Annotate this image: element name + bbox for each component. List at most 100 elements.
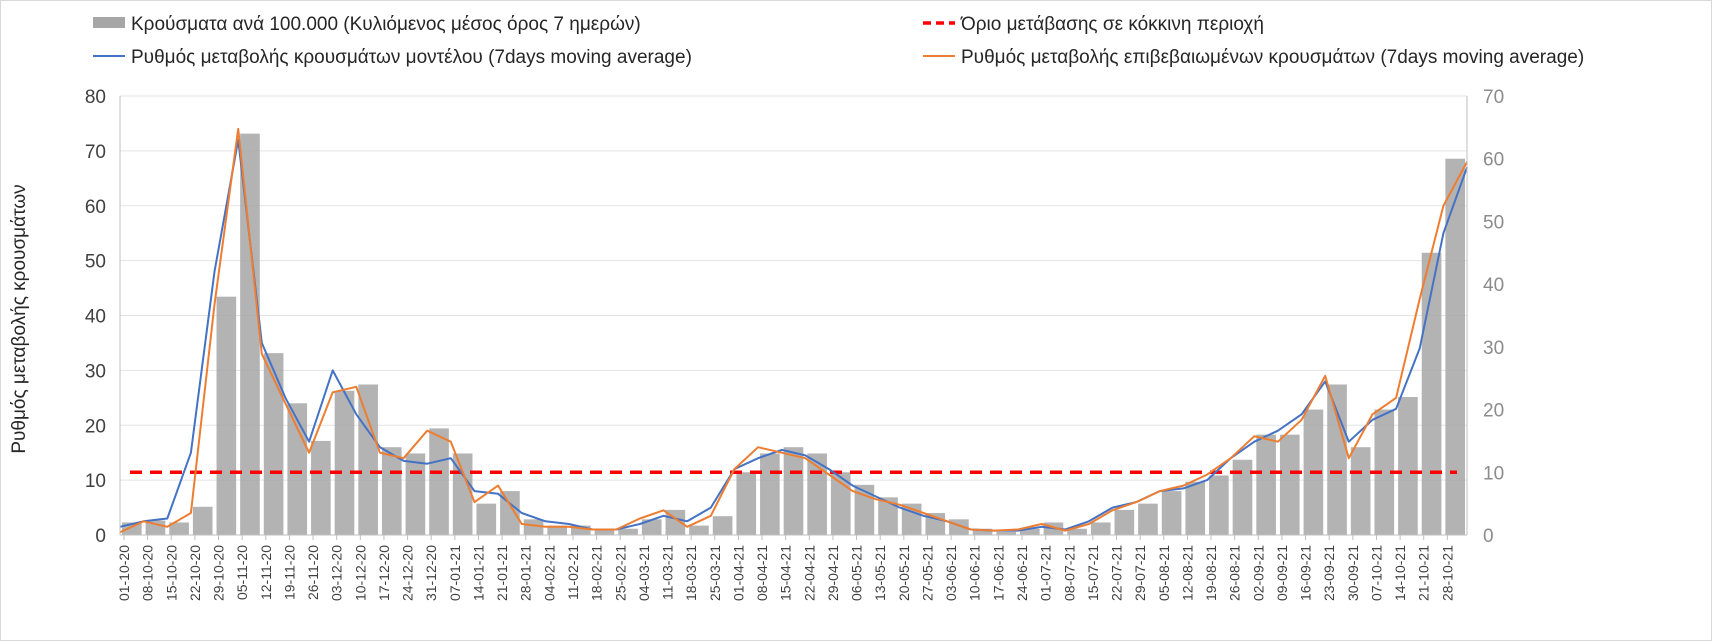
x-tick-label: 23-09-21 bbox=[1321, 545, 1337, 601]
axes: 0 10 20 30 40 50 60 70 80 0 10 20 30 40 50 60 70 01-10-20… bbox=[85, 87, 1504, 601]
x-tick-label: 10-12-20 bbox=[352, 545, 368, 601]
x-tick-label: 18-03-21 bbox=[683, 545, 699, 601]
legend-swatch-bars bbox=[93, 17, 125, 28]
y-left-tick-label: 50 bbox=[85, 252, 106, 273]
bar bbox=[405, 453, 426, 535]
x-tick-label: 21-01-21 bbox=[494, 545, 510, 601]
bar bbox=[1161, 491, 1182, 535]
bar bbox=[1374, 409, 1395, 535]
x-tick-label: 01-10-20 bbox=[116, 545, 132, 601]
legend: Κρούσματα ανά 100.000 (Κυλιόμενος μέσος … bbox=[93, 14, 1584, 68]
confirmed-line bbox=[119, 127, 1468, 534]
y-left-tick-label: 10 bbox=[85, 471, 106, 492]
bar bbox=[594, 528, 615, 535]
bar bbox=[760, 453, 780, 535]
bar bbox=[618, 528, 638, 535]
x-tick-label: 25-02-21 bbox=[612, 545, 628, 601]
bar bbox=[1138, 503, 1158, 535]
x-tick-label: 01-04-21 bbox=[730, 545, 746, 601]
bar bbox=[192, 506, 213, 535]
x-tick-label: 10-06-21 bbox=[967, 545, 983, 601]
x-tick-label: 16-09-21 bbox=[1298, 545, 1314, 601]
y-right-tick-label: 0 bbox=[1483, 526, 1494, 547]
x-tick-label: 05-08-21 bbox=[1156, 545, 1172, 601]
y-left-tick-label: 80 bbox=[85, 87, 106, 108]
bar bbox=[311, 440, 331, 535]
y-right-tick-label: 50 bbox=[1483, 212, 1504, 233]
x-tick-label: 17-06-21 bbox=[990, 545, 1006, 601]
bar bbox=[216, 296, 237, 535]
x-tick-label: 15-10-20 bbox=[163, 545, 179, 601]
y-left-tick-label: 0 bbox=[95, 526, 106, 547]
y-left-tick-label: 60 bbox=[85, 197, 106, 218]
y-right-tick-label: 40 bbox=[1483, 275, 1504, 296]
bar bbox=[240, 133, 260, 535]
bar bbox=[689, 525, 709, 535]
gridlines bbox=[120, 95, 1467, 481]
x-tick-label: 19-08-21 bbox=[1203, 545, 1219, 601]
x-tick-label: 29-07-21 bbox=[1132, 545, 1148, 601]
y-right-tick-label: 60 bbox=[1483, 150, 1504, 171]
x-tick-label: 12-11-20 bbox=[258, 545, 274, 600]
x-tick-label: 28-10-21 bbox=[1439, 545, 1455, 601]
legend-label: Ρυθμός μεταβολής επιβεβαιωμένων κρουσμάτ… bbox=[961, 47, 1584, 68]
bar bbox=[641, 519, 662, 535]
x-tick-label: 22-07-21 bbox=[1109, 545, 1125, 601]
y-right-tick-label: 70 bbox=[1483, 87, 1504, 108]
x-tick-label: 29-10-20 bbox=[211, 545, 227, 601]
x-tick-label: 27-05-21 bbox=[919, 545, 935, 601]
bar bbox=[736, 472, 757, 535]
bar bbox=[830, 472, 851, 535]
x-tick-label: 28-01-21 bbox=[518, 545, 534, 601]
x-tick-label: 08-10-20 bbox=[140, 545, 156, 601]
x-tick-label: 26-11-20 bbox=[305, 545, 321, 600]
y-left-tick-label: 70 bbox=[85, 142, 106, 163]
x-tick-label: 01-07-21 bbox=[1038, 545, 1054, 601]
x-tick-label: 03-12-20 bbox=[329, 545, 345, 601]
bar bbox=[996, 531, 1016, 535]
x-tick-label: 19-11-20 bbox=[281, 545, 297, 600]
bar bbox=[1185, 481, 1206, 535]
bar bbox=[1114, 509, 1135, 535]
x-tick-label: 20-05-21 bbox=[896, 545, 912, 601]
x-tick-label: 02-09-21 bbox=[1250, 545, 1266, 601]
model-line bbox=[119, 138, 1468, 532]
x-tick-label: 12-08-21 bbox=[1179, 545, 1195, 601]
bar bbox=[547, 525, 567, 535]
x-tick-label: 14-01-21 bbox=[470, 545, 486, 601]
x-tick-label: 06-05-21 bbox=[849, 545, 865, 601]
x-tick-label: 08-07-21 bbox=[1061, 545, 1077, 601]
bar bbox=[263, 353, 284, 535]
x-tick-label: 17-12-20 bbox=[376, 545, 392, 601]
bar bbox=[1350, 447, 1371, 535]
bar bbox=[381, 447, 402, 535]
x-tick-label: 18-02-21 bbox=[589, 545, 605, 601]
y-left-tick-label: 30 bbox=[85, 361, 106, 382]
x-tick-label: 07-10-21 bbox=[1368, 545, 1384, 601]
x-tick-label: 04-03-21 bbox=[636, 545, 652, 601]
x-tick-label: 11-03-21 bbox=[660, 545, 676, 600]
bar bbox=[1256, 434, 1276, 535]
x-tick-label: 09-09-21 bbox=[1274, 545, 1290, 601]
x-tick-label: 05-11-20 bbox=[234, 545, 250, 600]
bar bbox=[287, 403, 308, 535]
legend-label: Όριο μετάβασης σε κόκκινη περιοχή bbox=[960, 14, 1264, 35]
bar bbox=[1067, 528, 1087, 535]
bar bbox=[1327, 384, 1347, 535]
x-tick-label: 14-10-21 bbox=[1392, 545, 1408, 601]
x-tick-label: 08-04-21 bbox=[754, 545, 770, 601]
x-tick-label: 13-05-21 bbox=[872, 545, 888, 601]
bar bbox=[783, 447, 804, 535]
bar bbox=[1232, 459, 1253, 535]
bar bbox=[1279, 434, 1300, 535]
y-right-tick-label: 20 bbox=[1483, 401, 1504, 422]
x-tick-label: 15-07-21 bbox=[1085, 545, 1101, 601]
legend-label: Ρυθμός μεταβολής κρουσμάτων μοντέλου (7d… bbox=[131, 47, 692, 68]
bar bbox=[523, 519, 544, 535]
x-tick-label: 07-01-21 bbox=[447, 545, 463, 601]
x-tick-label: 29-04-21 bbox=[825, 545, 841, 601]
x-tick-label: 31-12-20 bbox=[423, 545, 439, 601]
bar bbox=[571, 525, 591, 535]
y-axis-title: Ρυθμός μεταβολής κρουσμάτων bbox=[9, 184, 30, 453]
